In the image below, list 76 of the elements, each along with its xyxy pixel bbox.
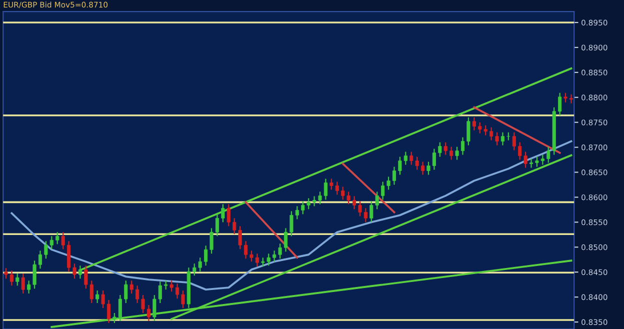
candlestick: [226, 204, 230, 227]
candlestick: [141, 294, 145, 314]
candlestick: [44, 240, 48, 260]
candlestick: [444, 142, 448, 156]
candlestick: [540, 154, 544, 166]
candlestick: [426, 161, 430, 176]
candlestick: [460, 136, 465, 156]
candlestick: [495, 132, 499, 146]
candlestick: [490, 126, 494, 141]
candlestick: [450, 146, 454, 160]
candlestick: [221, 204, 225, 223]
candlestick: [32, 260, 36, 290]
candlestick: [67, 240, 71, 272]
candlestick: [27, 280, 31, 294]
candlestick: [56, 232, 60, 245]
candlestick: [364, 208, 368, 223]
candlestick: [124, 280, 128, 304]
candlestick: [386, 176, 390, 190]
candlestick: [78, 265, 82, 280]
candlestick: [215, 214, 220, 237]
candlestick: [535, 156, 539, 168]
candlestick: [529, 158, 534, 168]
candlestick: [204, 245, 208, 266]
candlestick: [346, 191, 350, 205]
candlestick: [512, 132, 516, 151]
candlestick: [420, 161, 425, 176]
candlestick: [21, 273, 25, 294]
candlestick: [278, 243, 282, 260]
candlestick: [466, 116, 470, 146]
candlestick: [295, 206, 299, 220]
candlestick: [250, 250, 254, 262]
candlestick: [38, 250, 42, 270]
candlestick: [432, 148, 436, 170]
candlestick: [101, 290, 105, 309]
candlestick: [112, 312, 116, 324]
candlestick: [564, 92, 568, 103]
candlestick: [175, 283, 180, 300]
candlestick: [106, 299, 111, 324]
candlestick: [181, 290, 185, 309]
candlestick: [96, 290, 100, 304]
candlestick: [290, 210, 294, 237]
candlestick: [569, 94, 574, 104]
candlestick: [255, 253, 259, 268]
candlestick: [318, 191, 322, 205]
candlestick: [16, 273, 20, 286]
candlestick: [358, 200, 362, 217]
candlestick: [244, 240, 248, 260]
candlestick: [404, 151, 408, 166]
candlestick: [4, 268, 8, 280]
candlestick: [341, 186, 345, 200]
candlestick: [312, 196, 316, 207]
candlestick: [10, 270, 14, 286]
candlestick: [398, 156, 402, 176]
candlestick: [381, 181, 385, 200]
candlestick: [518, 142, 522, 160]
candlestick: [61, 232, 65, 250]
candlestick: [472, 116, 476, 131]
candlestick: [146, 304, 150, 322]
candlestick: [352, 196, 356, 210]
candlestick: [118, 294, 122, 322]
candlestick: [455, 146, 459, 160]
candlestick: [170, 280, 174, 292]
candlestick: [500, 132, 504, 146]
candlestick: [72, 263, 76, 280]
line-series: [10, 140, 572, 291]
candlestick: [558, 92, 562, 116]
candlestick: [324, 178, 328, 200]
candlestick: [438, 142, 442, 158]
candlestick: [272, 250, 276, 262]
candlestick: [130, 280, 134, 294]
candlestick: [136, 285, 140, 304]
candlestick: [50, 236, 54, 250]
candlestick: [284, 228, 288, 252]
candlestick: [210, 228, 214, 254]
candlestick: [392, 166, 396, 186]
candlestick: [524, 151, 528, 168]
